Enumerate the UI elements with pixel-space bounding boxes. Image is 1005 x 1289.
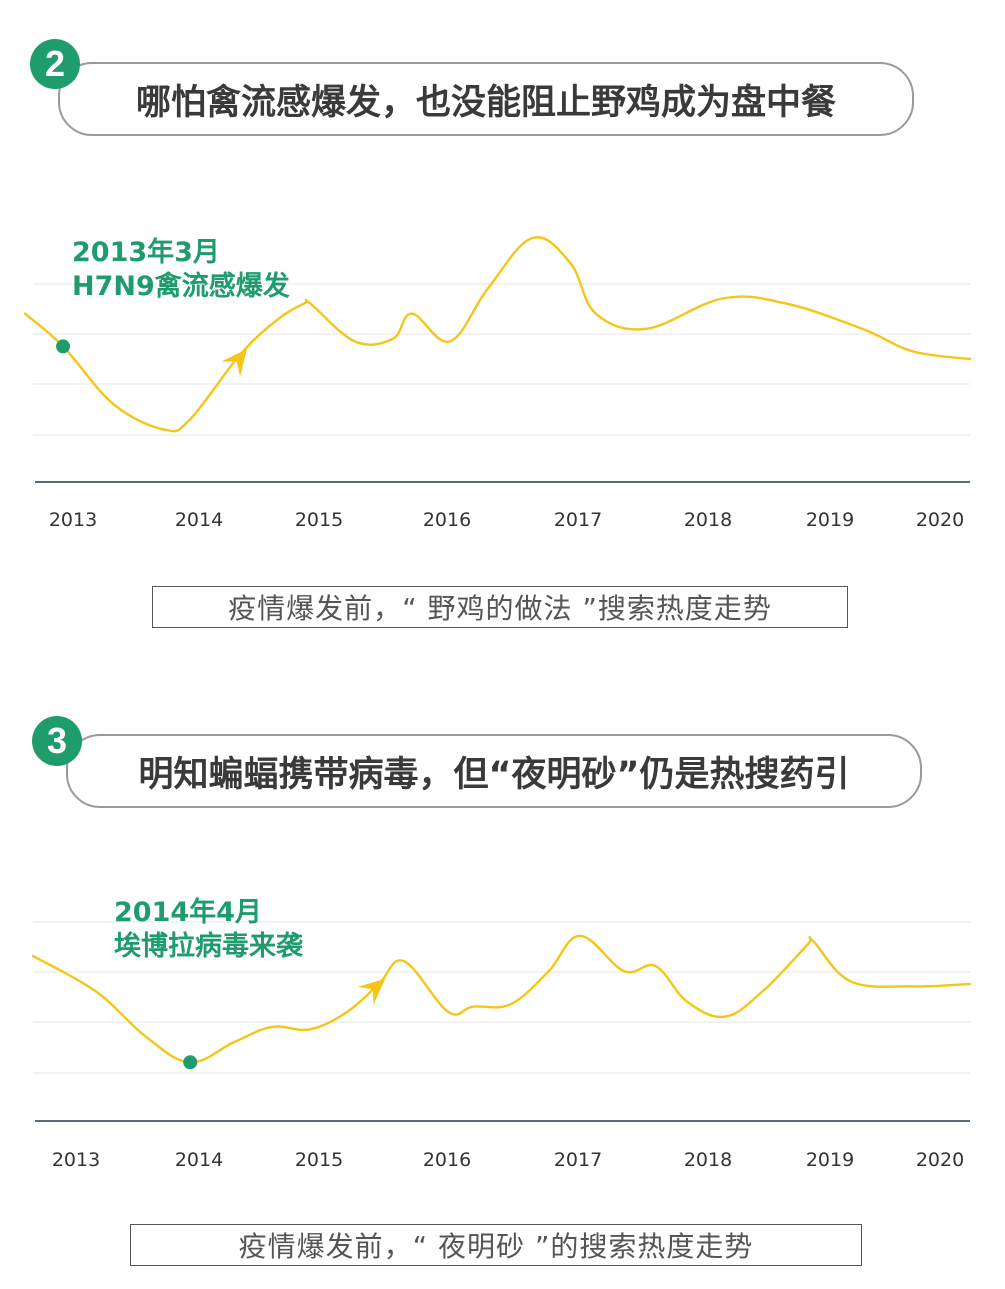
annotation-date: 2013年3月 xyxy=(72,237,220,268)
chart-section-wild-chicken: 2 哪怕禽流感爆发，也没能阻止野鸡成为盘中餐 2013 2014 2015 2016 2… xyxy=(23,39,972,628)
x-tick-label: 2017 xyxy=(554,1149,602,1171)
x-tick-label: 2019 xyxy=(806,509,854,531)
x-tick-label: 2016 xyxy=(423,1149,471,1171)
x-tick-label: 2020 xyxy=(916,1149,964,1171)
x-tick-label: 2016 xyxy=(423,509,471,531)
annotation-event: 埃博拉病毒来袭 xyxy=(114,931,303,962)
event-marker xyxy=(183,1055,198,1070)
event-marker xyxy=(56,339,71,354)
search-trend-chart: 2013 2014 2015 2016 2017 2018 2019 2020 xyxy=(31,921,972,1171)
section-title: 明知蝙蝠携带病毒，但“夜明砂”仍是热搜药引 xyxy=(66,734,922,808)
trend-line xyxy=(23,236,972,433)
chart-annotation: 2013年3月 H7N9禽流感爆发 xyxy=(72,236,290,304)
arrow-head xyxy=(357,978,386,1005)
x-tick-label: 2020 xyxy=(916,509,964,531)
section-number-badge: 3 xyxy=(32,716,82,766)
trend-line xyxy=(31,934,972,1064)
x-tick-label: 2018 xyxy=(684,509,732,531)
x-tick-label: 2013 xyxy=(49,509,97,531)
section-number-badge: 2 xyxy=(30,39,80,89)
x-tick-label: 2014 xyxy=(175,509,223,531)
annotation-event: H7N9禽流感爆发 xyxy=(72,271,290,302)
chart-caption: 疫情爆发前，“ 夜明砂 ”的搜索热度走势 xyxy=(130,1224,862,1266)
section-title: 哪怕禽流感爆发，也没能阻止野鸡成为盘中餐 xyxy=(58,62,914,136)
x-tick-label: 2014 xyxy=(175,1149,223,1171)
x-tick-label: 2013 xyxy=(52,1149,100,1171)
x-tick-label: 2019 xyxy=(806,1149,854,1171)
chart-annotation: 2014年4月 埃博拉病毒来袭 xyxy=(114,896,303,964)
x-tick-label: 2018 xyxy=(684,1149,732,1171)
x-tick-label: 2017 xyxy=(554,509,602,531)
search-trend-chart: 2013 2014 2015 2016 2017 2018 2019 2020 xyxy=(23,236,972,531)
annotation-date: 2014年4月 xyxy=(114,897,262,928)
x-tick-label: 2015 xyxy=(295,1149,343,1171)
x-tick-label: 2015 xyxy=(295,509,343,531)
arrow-head xyxy=(221,348,247,377)
chart-caption: 疫情爆发前，“ 野鸡的做法 ”搜索热度走势 xyxy=(152,586,848,628)
